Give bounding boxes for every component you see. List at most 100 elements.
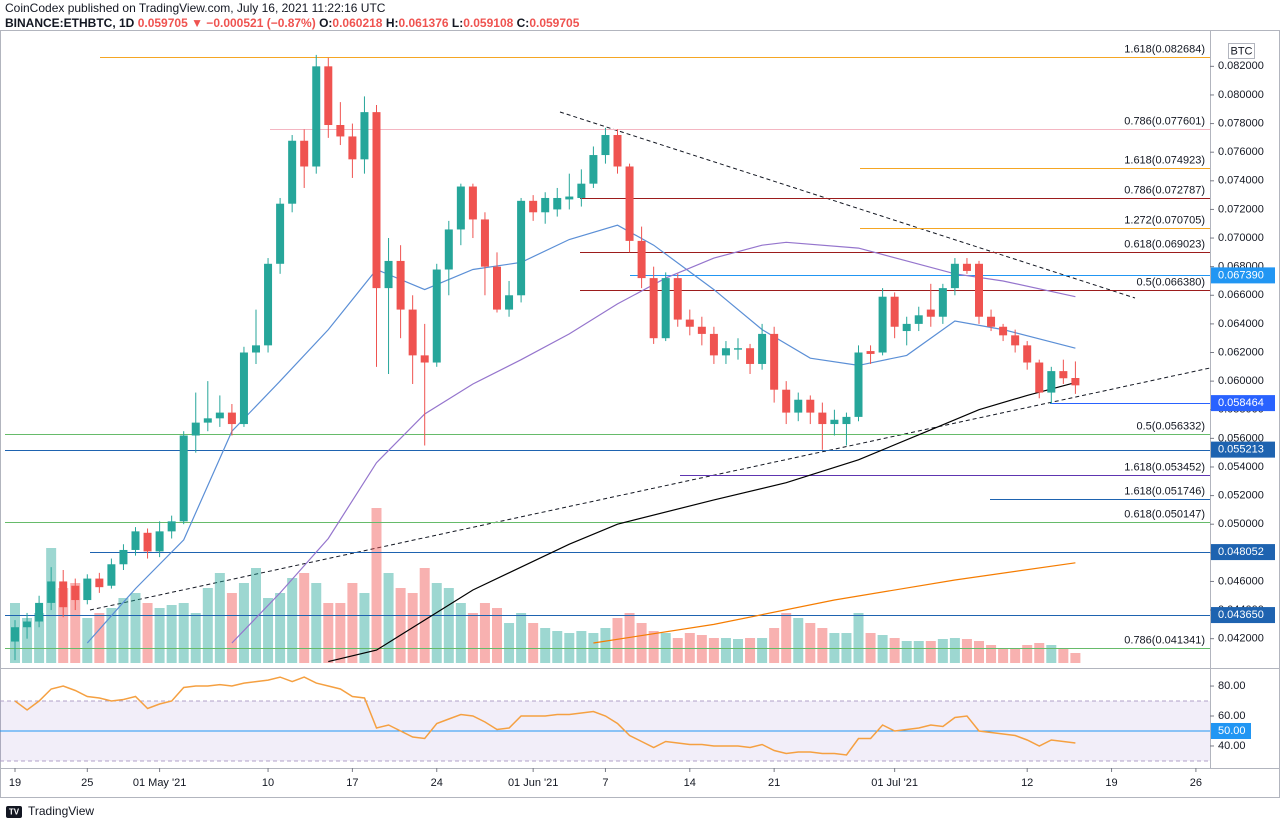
trend-line bbox=[89, 367, 1211, 611]
candle-body bbox=[384, 260, 393, 289]
level-label: 0.5(0.056332) bbox=[1137, 420, 1206, 432]
x-tick-label: 01 May '21 bbox=[133, 777, 186, 789]
candle-body bbox=[734, 348, 742, 350]
candle-body bbox=[1035, 362, 1044, 393]
price-box bbox=[1211, 395, 1275, 412]
y-tick-label: 0.076000 bbox=[1218, 146, 1264, 158]
volume-bar bbox=[202, 588, 213, 663]
candle-body bbox=[131, 531, 140, 550]
candle-body bbox=[685, 319, 694, 327]
volume-bar bbox=[949, 638, 960, 663]
ohlc-value: 0.060218 bbox=[332, 16, 382, 30]
volume-bar bbox=[1010, 648, 1021, 663]
x-tick-label: 25 bbox=[81, 777, 93, 789]
volume-bar bbox=[1046, 645, 1057, 663]
price-box bbox=[1211, 441, 1275, 458]
candle-body bbox=[227, 412, 236, 425]
candle-body bbox=[553, 197, 562, 210]
candle-body bbox=[360, 112, 369, 160]
volume-bar bbox=[467, 613, 478, 663]
publisher: CoinCodex published on TradingView.com, … bbox=[5, 1, 386, 15]
volume-bar bbox=[600, 628, 611, 663]
candle-body bbox=[999, 326, 1008, 336]
volume-bar bbox=[925, 641, 936, 663]
volume-bar bbox=[178, 603, 189, 663]
volume-bar bbox=[516, 613, 527, 663]
y-tick-label: 0.054000 bbox=[1218, 461, 1264, 473]
y-tick-label: 0.064000 bbox=[1218, 318, 1264, 330]
candle-body bbox=[721, 348, 730, 356]
candle-body bbox=[709, 333, 718, 356]
x-tick-label: 19 bbox=[1105, 777, 1117, 789]
candle-body bbox=[818, 412, 827, 425]
volume-bar bbox=[311, 583, 322, 663]
volume-bar bbox=[986, 645, 997, 663]
level-label: 1.618(0.074923) bbox=[1124, 154, 1205, 166]
volume-bar bbox=[1058, 648, 1069, 663]
symbol: BINANCE:ETHBTC, 1D bbox=[5, 16, 135, 30]
candle-body bbox=[1023, 345, 1032, 363]
volume-bar bbox=[781, 613, 792, 663]
footer-brand: TradingView bbox=[28, 804, 94, 818]
change: ▼ −0.000521 (−0.87%) bbox=[191, 16, 316, 30]
volume-bar bbox=[371, 508, 382, 663]
volume-bar bbox=[576, 631, 587, 663]
candle-body bbox=[348, 136, 357, 160]
volume-bar bbox=[323, 603, 334, 663]
candle-body bbox=[47, 581, 56, 603]
candle-body bbox=[854, 352, 863, 417]
candle-body bbox=[878, 296, 887, 353]
rsi-level-label: 50.00 bbox=[1218, 725, 1246, 737]
volume-bar bbox=[913, 641, 924, 663]
volume-bar bbox=[769, 628, 780, 663]
candle-body bbox=[396, 260, 405, 310]
candle-body bbox=[697, 326, 706, 334]
y-tick-label: 0.080000 bbox=[1218, 89, 1264, 101]
candle-body bbox=[215, 412, 224, 419]
candle-body bbox=[408, 309, 417, 356]
ohlc-value: 0.059108 bbox=[463, 16, 513, 30]
volume-bar bbox=[142, 603, 153, 663]
ohlc-value: 0.061376 bbox=[399, 16, 449, 30]
footer-logo: TV bbox=[6, 806, 22, 818]
candle-body bbox=[252, 345, 260, 353]
candle-body bbox=[444, 229, 453, 270]
volume-bar bbox=[118, 598, 129, 663]
volume-bar bbox=[299, 573, 310, 663]
candle-body bbox=[914, 315, 923, 324]
y-tick-label: 0.050000 bbox=[1218, 518, 1264, 530]
volume-bar bbox=[383, 573, 394, 663]
moving-average bbox=[231, 241, 1076, 644]
level-label: 1.618(0.053452) bbox=[1124, 461, 1205, 473]
candle-body bbox=[962, 263, 971, 271]
candle-body bbox=[806, 399, 815, 413]
candle-body bbox=[288, 140, 297, 204]
candle-body bbox=[673, 278, 682, 320]
candle-body bbox=[191, 422, 200, 436]
ohlc-key: L: bbox=[452, 16, 463, 30]
rsi-level-box bbox=[1211, 722, 1251, 739]
unit: BTC bbox=[1231, 45, 1253, 57]
volume-bar bbox=[106, 608, 117, 663]
level-label: 0.5(0.066380) bbox=[1137, 276, 1206, 288]
candle-body bbox=[529, 200, 538, 213]
x-tick-label: 01 Jun '21 bbox=[508, 777, 558, 789]
rsi-tick-label: 60.00 bbox=[1218, 710, 1246, 722]
y-tick-label: 0.062000 bbox=[1218, 346, 1264, 358]
price-box-label: 0.058464 bbox=[1218, 397, 1264, 409]
volume-bar bbox=[636, 623, 647, 663]
candle-body bbox=[456, 186, 465, 230]
candle-body bbox=[950, 263, 959, 289]
volume-bar bbox=[443, 588, 454, 663]
volume-bar bbox=[889, 638, 900, 663]
candle-body bbox=[83, 578, 92, 601]
candle-body bbox=[71, 585, 80, 601]
candle-body bbox=[107, 564, 116, 586]
level-label: 1.618(0.082684) bbox=[1124, 43, 1205, 55]
svg-text:TV: TV bbox=[9, 808, 20, 817]
candle-body bbox=[264, 263, 273, 346]
unit-box bbox=[1228, 43, 1255, 59]
candle-body bbox=[782, 389, 791, 413]
y-tick-label: 0.060000 bbox=[1218, 375, 1264, 387]
